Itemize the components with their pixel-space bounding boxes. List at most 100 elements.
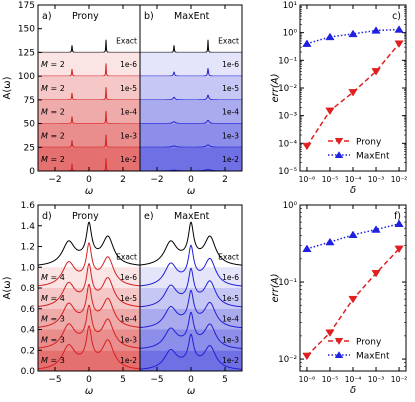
series-label-b-1e-5: 1e-5 [222,84,239,93]
data-point-f-Prony-0 [302,352,312,361]
band-fill-a-2 [38,76,140,100]
y-tick-label-d-5: 1.0 [21,263,36,273]
data-point-c-MaxEnt-0 [302,39,312,47]
series-label-d-1e-5: 1e-5 [120,294,137,303]
x-tick-label-d-2: 5 [120,375,126,385]
y-tick-label-a-5: 125 [18,48,35,58]
x-tick-label-e-0: −5 [150,375,163,385]
panel-label-d: d) [42,211,52,222]
panel-label-c: c) [392,11,401,22]
axes-frame-f [299,204,407,372]
spectrum-line-d-1e-4 [37,283,141,328]
data-point-c-MaxEnt-1 [325,32,335,41]
spectrum-line-a-Exact [37,39,141,53]
y-tick-label-a-4: 100 [18,72,35,82]
data-point-c-MaxEnt-2 [348,29,358,38]
series-label-e-1e-4: 1e-4 [222,315,239,324]
series-label-left-d-4: M = 3 [41,335,65,344]
spectrum-line-b-1e-3 [139,144,243,148]
band-fill-d-4 [38,329,140,351]
y-tick-label-d-6: 1.2 [21,243,35,253]
x-axis-label-b: ω [187,186,195,197]
y-tick-label-c-4: 10⁻¹ [278,56,297,66]
series-label-e-1e-3: 1e-3 [222,335,239,344]
x-tick-label-c-3: 10⁻³ [368,175,385,184]
panel-title-d: Prony [72,211,99,222]
x-tick-label-f-3: 10⁻³ [368,375,385,384]
y-tick-label-a-7: 175 [18,1,35,11]
y-tick-label-d-8: 1.6 [21,201,36,211]
band-fill-b-1 [140,52,242,77]
y-tick-label-a-6: 150 [18,25,35,35]
series-label-a-1e-6: 1e-6 [120,60,137,69]
x-axis-label-c: δ [350,185,356,196]
panel-label-f: f) [394,211,401,222]
panel-label-b: b) [144,11,154,22]
panel-title-a: Prony [72,11,99,22]
series-label-b-1e-3: 1e-3 [222,131,239,140]
y-axis-label-c: err(A) [270,73,281,102]
band-fill-a-1 [38,52,140,77]
y-tick-label-c-3: 10⁻² [278,84,297,94]
y-tick-label-a-1: 25 [24,143,35,153]
y-axis-label-a: A(ω) [2,76,13,99]
series-label-b-1e-6: 1e-6 [222,60,239,69]
series-label-e-1e-6: 1e-6 [222,273,239,282]
x-tick-label-a-1: 0 [86,175,92,185]
x-tick-label-f-4: 10⁻² [391,375,408,384]
legend-label-c-MaxEnt: MaxEnt [356,152,390,162]
x-tick-label-c-4: 10⁻² [391,175,408,184]
series-label-left-d-3: M = 3 [41,315,65,324]
spectrum-line-a-1e-3 [37,134,141,148]
series-label-left-a-4: M = 2 [41,131,65,140]
series-label-left-d-1: M = 4 [41,273,65,282]
x-axis-label-f: δ [350,385,356,396]
series-label-d-1e-3: 1e-3 [120,335,137,344]
x-axis-label-d: ω [85,386,93,397]
y-tick-label-f-0: 10⁻² [278,355,297,365]
y-axis-label-d: A(ω) [2,276,13,299]
series-label-a-1e-5: 1e-5 [120,84,137,93]
panel-title-b: MaxEnt [174,11,210,22]
x-tick-label-d-1: 0 [86,375,92,385]
series-label-b-Exact: Exact [218,36,239,45]
series-line-c-Prony [306,43,400,147]
band-fill-b-3 [140,99,242,124]
spectrum-line-d-1e-3 [37,304,141,349]
x-axis-label-a: ω [85,186,93,197]
band-fill-a-3 [38,99,140,124]
legend-marker-f-MaxEnt [334,351,344,358]
series-label-left-a-3: M = 2 [41,108,65,117]
data-point-c-Prony-1 [325,107,335,116]
band-fill-b-5 [140,147,242,171]
data-point-c-MaxEnt-3 [371,26,381,34]
series-label-left-d-2: M = 4 [41,294,65,303]
y-tick-label-c-0: 10⁻⁵ [278,167,297,177]
series-label-left-a-2: M = 2 [41,84,65,93]
data-point-f-MaxEnt-2 [348,230,358,239]
data-point-f-Prony-4 [394,245,404,254]
series-label-left-d-5: M = 3 [41,356,65,365]
band-fill-b-4 [140,123,242,148]
series-label-d-Exact: Exact [116,252,137,261]
panel-title-e: MaxEnt [174,211,210,222]
x-tick-label-a-0: −2 [48,175,61,185]
spectrum-line-a-1e-5 [37,87,141,101]
x-tick-label-c-0: 10⁻⁶ [299,175,316,184]
data-point-f-MaxEnt-0 [302,244,312,252]
legend-label-c-Prony: Prony [356,138,382,148]
series-line-c-MaxEnt [306,28,400,45]
x-tick-label-c-2: 10⁻⁴ [345,175,362,184]
legend-marker-f-Prony [334,338,344,345]
series-label-e-Exact: Exact [218,252,239,261]
data-point-c-Prony-2 [348,89,358,97]
y-tick-label-a-0: 0 [29,167,35,177]
x-tick-label-f-0: 10⁻⁶ [299,375,316,384]
spectrum-line-e-1e-2 [139,333,243,370]
data-point-f-MaxEnt-3 [371,225,381,233]
panel-label-a: a) [42,11,52,22]
y-tick-label-c-6: 10¹ [283,1,297,11]
y-tick-label-f-1: 10⁻¹ [278,278,297,288]
y-tick-label-f-2: 10⁰ [283,201,298,211]
